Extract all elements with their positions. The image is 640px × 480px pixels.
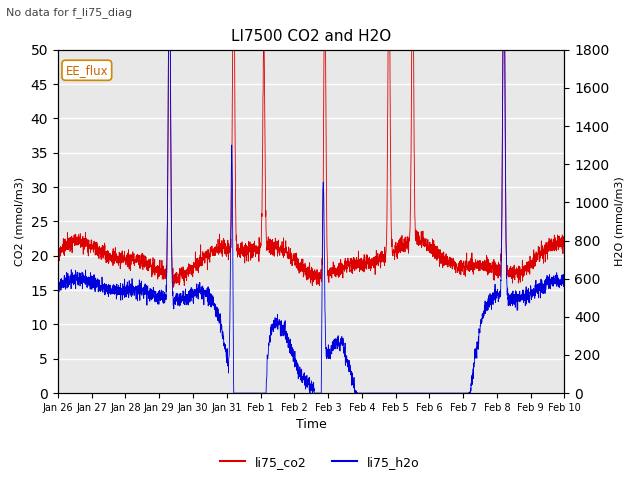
Title: LI7500 CO2 and H2O: LI7500 CO2 and H2O	[231, 29, 391, 44]
Y-axis label: CO2 (mmol/m3): CO2 (mmol/m3)	[15, 177, 25, 266]
Text: EE_flux: EE_flux	[65, 64, 108, 77]
Text: No data for f_li75_diag: No data for f_li75_diag	[6, 7, 132, 18]
Y-axis label: H2O (mmol/m3): H2O (mmol/m3)	[615, 177, 625, 266]
X-axis label: Time: Time	[296, 419, 326, 432]
Legend: li75_co2, li75_h2o: li75_co2, li75_h2o	[215, 451, 425, 474]
